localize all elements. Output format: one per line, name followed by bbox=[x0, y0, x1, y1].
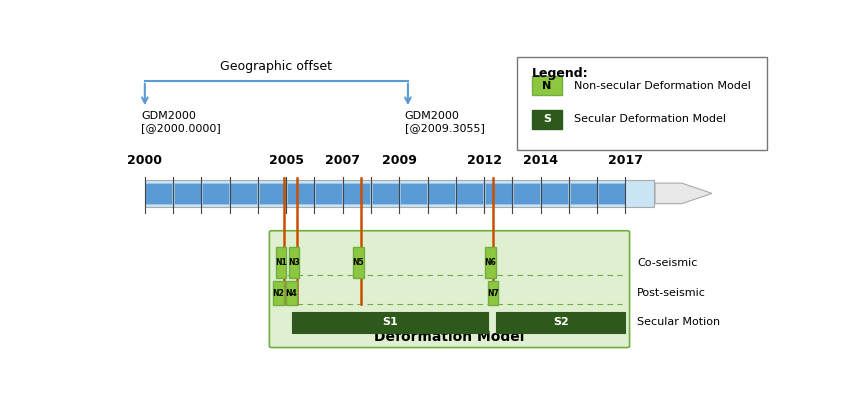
Bar bbox=[456, 183, 484, 204]
Bar bbox=[292, 312, 488, 333]
Bar bbox=[273, 281, 283, 305]
Text: N3: N3 bbox=[289, 258, 300, 267]
Bar bbox=[532, 76, 562, 95]
Bar bbox=[496, 312, 626, 333]
Text: N5: N5 bbox=[353, 258, 364, 267]
Text: GDM2000
[@2000.0000]: GDM2000 [@2000.0000] bbox=[142, 111, 221, 133]
Bar bbox=[286, 281, 296, 305]
Bar bbox=[429, 183, 455, 204]
Bar bbox=[485, 183, 511, 204]
Text: GDM2000
[@2009.3055]: GDM2000 [@2009.3055] bbox=[404, 111, 485, 133]
Text: 2014: 2014 bbox=[523, 155, 558, 168]
Bar bbox=[513, 183, 540, 204]
Text: N1: N1 bbox=[276, 258, 287, 267]
Text: Co-seismic: Co-seismic bbox=[637, 257, 697, 268]
Bar bbox=[145, 180, 654, 207]
Bar bbox=[400, 183, 427, 204]
Bar bbox=[542, 183, 569, 204]
Bar bbox=[532, 110, 562, 129]
Text: Geographic offset: Geographic offset bbox=[220, 60, 333, 73]
Bar bbox=[598, 183, 625, 204]
Bar bbox=[372, 183, 398, 204]
Text: 2012: 2012 bbox=[467, 155, 502, 168]
Bar bbox=[231, 183, 257, 204]
Text: 2009: 2009 bbox=[382, 155, 416, 168]
Text: 2000: 2000 bbox=[127, 155, 162, 168]
Bar bbox=[569, 183, 596, 204]
Text: S: S bbox=[543, 115, 551, 125]
Text: N4: N4 bbox=[285, 289, 297, 298]
Text: Deformation Model: Deformation Model bbox=[374, 330, 524, 344]
Text: 2017: 2017 bbox=[608, 155, 643, 168]
Bar bbox=[174, 183, 200, 204]
Bar bbox=[485, 247, 496, 278]
Bar bbox=[145, 183, 173, 204]
Bar bbox=[315, 183, 342, 204]
Bar bbox=[343, 183, 371, 204]
Bar bbox=[276, 247, 287, 278]
Bar bbox=[353, 247, 364, 278]
Text: N: N bbox=[543, 81, 551, 91]
FancyBboxPatch shape bbox=[518, 57, 767, 150]
Text: 2005: 2005 bbox=[269, 155, 303, 168]
FancyBboxPatch shape bbox=[270, 231, 630, 347]
Text: Post-seismic: Post-seismic bbox=[637, 288, 706, 298]
Text: Non-secular Deformation Model: Non-secular Deformation Model bbox=[574, 81, 751, 91]
Text: S1: S1 bbox=[383, 317, 398, 327]
Text: N6: N6 bbox=[485, 258, 496, 267]
FancyArrow shape bbox=[655, 183, 712, 204]
Text: Secular Motion: Secular Motion bbox=[637, 317, 720, 327]
Text: N2: N2 bbox=[272, 289, 284, 298]
Text: Legend:: Legend: bbox=[532, 67, 588, 80]
Bar bbox=[488, 281, 499, 305]
Text: S2: S2 bbox=[553, 317, 569, 327]
Bar bbox=[287, 183, 314, 204]
Text: N7: N7 bbox=[487, 289, 499, 298]
Bar bbox=[289, 247, 300, 278]
Text: 2007: 2007 bbox=[325, 155, 360, 168]
Bar bbox=[258, 183, 285, 204]
Text: Secular Deformation Model: Secular Deformation Model bbox=[574, 115, 726, 125]
Bar bbox=[202, 183, 229, 204]
